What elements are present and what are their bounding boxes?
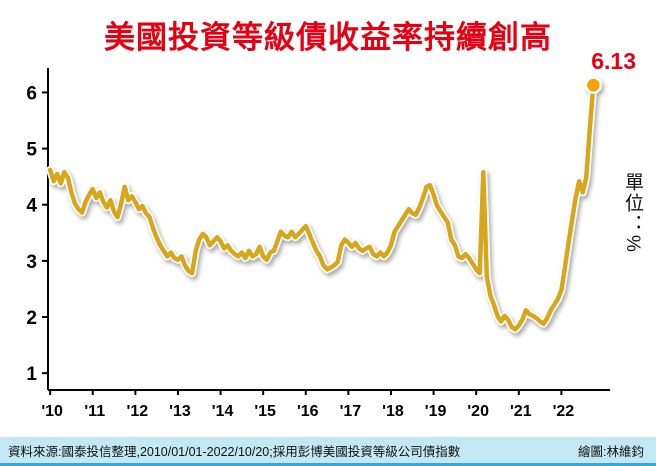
x-tick-label: '19 bbox=[425, 403, 447, 420]
yield-line-casing bbox=[46, 81, 598, 334]
y-tick-label: 3 bbox=[26, 252, 37, 273]
x-tick-label: '15 bbox=[254, 403, 276, 420]
x-tick-label: '12 bbox=[127, 403, 149, 420]
yield-line bbox=[47, 82, 596, 332]
chart-area: 1 2 3 4 5 6 '10 '11 '12 '13 '14 '15 '16 '17 '18 '19 '20 '… bbox=[0, 60, 656, 422]
y-tick-label: 2 bbox=[26, 308, 37, 329]
x-tick-label: '10 bbox=[41, 403, 63, 420]
peak-value-label: 6.13 bbox=[591, 48, 636, 74]
yield-line-chart: 1 2 3 4 5 6 '10 '11 '12 '13 '14 '15 '16 '17 '18 '19 '20 '… bbox=[26, 68, 610, 420]
y-tick-label: 6 bbox=[26, 83, 37, 104]
x-tick-label: '11 bbox=[84, 403, 105, 420]
source-text: 資料來源:國泰投信整理,2010/01/01-2022/10/20;採用彭博美國… bbox=[8, 444, 461, 459]
chart-title: 美國投資等級債收益率持續創高 bbox=[104, 20, 552, 55]
x-tick-label: '22 bbox=[553, 403, 575, 420]
y-tick-label: 1 bbox=[26, 364, 37, 385]
credit-text: 繪圖:林維鈞 bbox=[578, 444, 644, 459]
x-tick-label: '13 bbox=[169, 403, 191, 420]
x-tick-label: '16 bbox=[297, 403, 319, 420]
y-tick-label: 4 bbox=[26, 196, 37, 217]
x-tick-label: '20 bbox=[467, 403, 489, 420]
bottom-border bbox=[0, 463, 656, 466]
endpoint-marker bbox=[584, 76, 603, 94]
x-tick-label: '14 bbox=[212, 403, 234, 420]
x-tick-label: '17 bbox=[340, 403, 362, 420]
x-tick-label: '18 bbox=[382, 403, 404, 420]
footer-bar: 資料來源:國泰投信整理,2010/01/01-2022/10/20;採用彭博美國… bbox=[0, 437, 656, 463]
y-tick-label: 5 bbox=[26, 140, 37, 161]
unit-label: 單位：% bbox=[622, 172, 643, 254]
yield-line-group bbox=[46, 76, 603, 334]
x-tick-label: '21 bbox=[510, 403, 532, 420]
